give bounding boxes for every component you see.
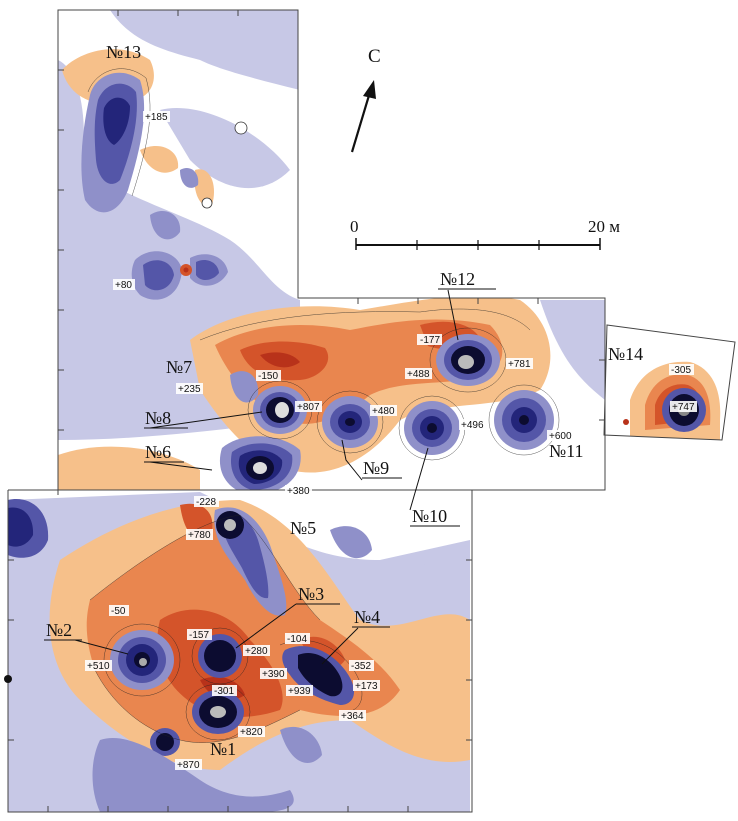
site-label-8: №8 (145, 408, 171, 428)
survey-panel-east (604, 325, 735, 440)
value-label: +80 (115, 280, 132, 291)
value-label: -104 (287, 634, 307, 645)
frame-ticks (8, 10, 605, 812)
value-label: +280 (245, 646, 268, 657)
north-label: С (368, 46, 381, 67)
value-label: +510 (87, 661, 110, 672)
value-label: +488 (407, 369, 430, 380)
site-label-6: №6 (145, 442, 171, 462)
edge-marker (4, 675, 12, 683)
value-label: +870 (177, 760, 200, 771)
value-label: +185 (145, 112, 168, 123)
site-label-11: №11 (549, 441, 584, 461)
value-label: +390 (262, 669, 285, 680)
site-label-5: №5 (290, 518, 316, 538)
label-underlines (44, 288, 496, 641)
site-label-2: №2 (46, 620, 72, 640)
value-label: -50 (111, 606, 126, 617)
value-label: -157 (189, 630, 209, 641)
panel-frames (7, 9, 736, 813)
scale-start-label: 0 (350, 217, 359, 236)
leader-lines (74, 289, 459, 665)
value-label: +480 (372, 406, 395, 417)
site-label-14: №14 (608, 344, 643, 364)
site-label-7: №7 (166, 357, 192, 377)
value-labels: +185 +80 -177 +781 +488 -305 +747 +235 -… (85, 111, 697, 771)
scale-bar: 0 20 м (350, 217, 620, 250)
value-label: -177 (420, 335, 440, 346)
site-label-3: №3 (298, 584, 324, 604)
value-label: -352 (351, 661, 371, 672)
value-label: +747 (672, 402, 695, 413)
site-label-13: №13 (106, 42, 141, 62)
scale-end-label: 20 м (588, 217, 620, 236)
site-label-1: №1 (210, 739, 236, 759)
value-label: +496 (461, 420, 484, 431)
value-label: +380 (287, 486, 310, 497)
survey-panel-south (8, 490, 472, 812)
value-label: +820 (240, 727, 263, 738)
value-label: +173 (355, 681, 378, 692)
site-label-10: №10 (412, 506, 447, 526)
value-label: -305 (671, 365, 691, 376)
north-arrow: С (350, 46, 381, 153)
value-label: -228 (196, 497, 216, 508)
value-label: +235 (178, 384, 201, 395)
site-labels: №13 №12 №14 №7 №8 №6 №9 №11 №10 №5 №3 №4… (46, 42, 643, 759)
value-label: +939 (288, 686, 311, 697)
site-label-12: №12 (440, 269, 475, 289)
site-label-9: №9 (363, 458, 389, 478)
value-label: -301 (214, 686, 234, 697)
survey-panel-north (58, 10, 605, 495)
site-label-4: №4 (354, 607, 380, 627)
value-label: -150 (258, 371, 278, 382)
value-label: +364 (341, 711, 364, 722)
value-label: +600 (549, 431, 572, 442)
value-label: +780 (188, 530, 211, 541)
value-label: +807 (297, 402, 320, 413)
value-label: +781 (508, 359, 531, 370)
